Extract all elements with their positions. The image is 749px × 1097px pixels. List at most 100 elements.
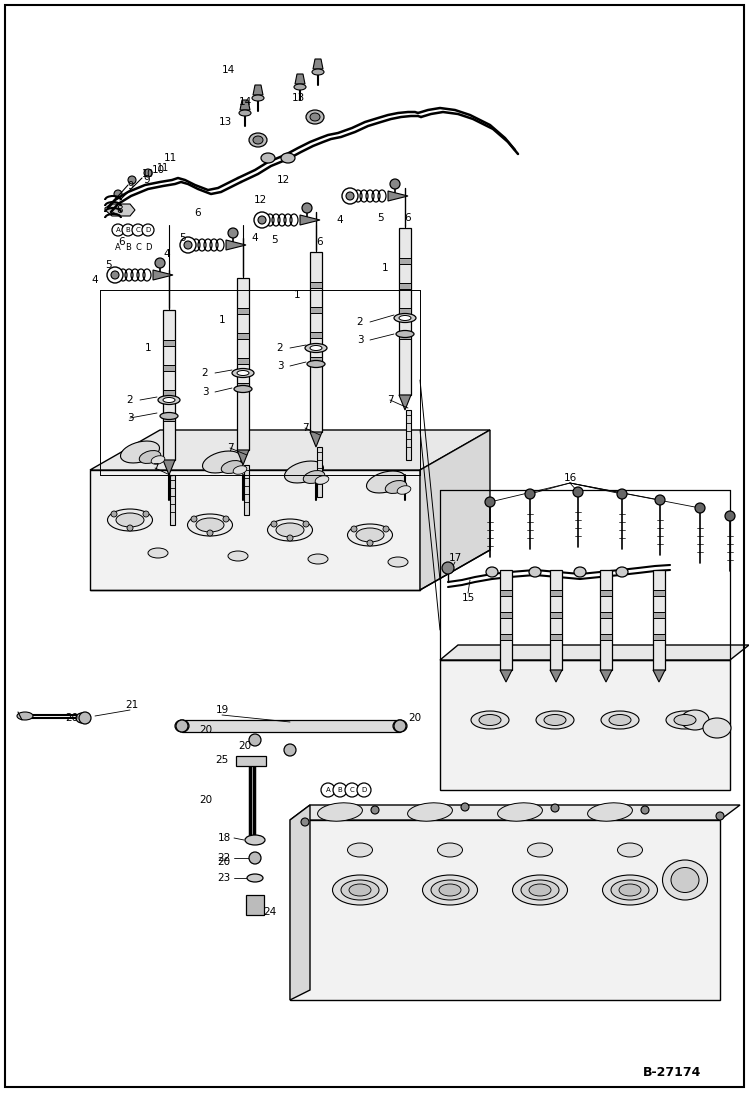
- Text: 5: 5: [377, 213, 383, 223]
- Text: B: B: [125, 244, 131, 252]
- Text: 6: 6: [404, 213, 411, 223]
- Polygon shape: [226, 240, 246, 250]
- Polygon shape: [90, 430, 490, 470]
- Ellipse shape: [385, 480, 407, 494]
- Ellipse shape: [407, 803, 452, 822]
- Text: 4: 4: [164, 249, 170, 259]
- Ellipse shape: [366, 471, 405, 493]
- Ellipse shape: [512, 875, 568, 905]
- Text: 20: 20: [65, 713, 79, 723]
- Bar: [163, 310, 175, 460]
- Ellipse shape: [306, 110, 324, 124]
- Polygon shape: [290, 805, 740, 819]
- Circle shape: [357, 783, 371, 798]
- Ellipse shape: [252, 95, 264, 101]
- Ellipse shape: [108, 509, 153, 531]
- Circle shape: [111, 511, 117, 517]
- Text: 6: 6: [118, 237, 125, 247]
- Polygon shape: [237, 450, 249, 465]
- Circle shape: [271, 521, 277, 527]
- Ellipse shape: [245, 835, 265, 845]
- Text: 5: 5: [105, 260, 112, 270]
- Ellipse shape: [233, 466, 247, 474]
- Text: 23: 23: [217, 873, 231, 883]
- Text: 25: 25: [216, 755, 228, 765]
- Ellipse shape: [479, 714, 501, 725]
- Text: A: A: [115, 227, 121, 233]
- Bar: [317, 446, 322, 497]
- Ellipse shape: [310, 113, 320, 121]
- Bar: [310, 282, 322, 289]
- Circle shape: [249, 734, 261, 746]
- Text: 2: 2: [276, 343, 283, 353]
- Ellipse shape: [399, 316, 411, 320]
- Bar: [237, 308, 249, 314]
- Polygon shape: [153, 270, 173, 280]
- Bar: [600, 612, 612, 618]
- Ellipse shape: [17, 712, 33, 720]
- Polygon shape: [600, 670, 612, 682]
- Ellipse shape: [175, 720, 189, 732]
- Text: B: B: [338, 787, 342, 793]
- Ellipse shape: [305, 343, 327, 352]
- Ellipse shape: [267, 519, 312, 541]
- Circle shape: [79, 712, 91, 724]
- Bar: [399, 283, 411, 289]
- Bar: [653, 570, 665, 670]
- Text: 19: 19: [216, 705, 228, 715]
- Circle shape: [333, 783, 347, 798]
- Polygon shape: [420, 430, 490, 590]
- Ellipse shape: [121, 441, 160, 463]
- Ellipse shape: [281, 152, 295, 163]
- Text: A: A: [115, 244, 121, 252]
- Bar: [653, 590, 665, 596]
- Text: C: C: [350, 787, 354, 793]
- Text: C: C: [135, 244, 141, 252]
- Text: 7: 7: [302, 423, 309, 433]
- Bar: [600, 570, 612, 670]
- Circle shape: [367, 540, 373, 546]
- Text: B-27174: B-27174: [643, 1065, 701, 1078]
- Ellipse shape: [341, 880, 379, 900]
- Ellipse shape: [471, 711, 509, 730]
- Text: 3: 3: [201, 387, 208, 397]
- Circle shape: [132, 224, 144, 236]
- Circle shape: [143, 511, 149, 517]
- Text: 20: 20: [408, 713, 422, 723]
- Text: D: D: [145, 227, 151, 233]
- Polygon shape: [310, 432, 322, 446]
- Ellipse shape: [601, 711, 639, 730]
- Ellipse shape: [348, 524, 392, 546]
- Circle shape: [301, 818, 309, 826]
- Circle shape: [371, 806, 379, 814]
- Text: 17: 17: [449, 553, 461, 563]
- Ellipse shape: [587, 803, 632, 822]
- Text: 8: 8: [117, 205, 124, 215]
- Bar: [399, 228, 411, 395]
- Bar: [500, 634, 512, 640]
- Ellipse shape: [151, 455, 165, 464]
- Ellipse shape: [422, 875, 478, 905]
- Polygon shape: [105, 204, 135, 216]
- Ellipse shape: [221, 461, 243, 474]
- Ellipse shape: [602, 875, 658, 905]
- Polygon shape: [653, 670, 665, 682]
- Ellipse shape: [536, 711, 574, 730]
- Ellipse shape: [276, 523, 304, 538]
- Ellipse shape: [529, 567, 541, 577]
- Circle shape: [485, 497, 495, 507]
- Ellipse shape: [393, 720, 407, 732]
- Text: 11: 11: [157, 163, 169, 173]
- Ellipse shape: [139, 451, 161, 463]
- Circle shape: [107, 267, 123, 283]
- Circle shape: [127, 525, 133, 531]
- Circle shape: [617, 489, 627, 499]
- Text: 2: 2: [357, 317, 363, 327]
- Circle shape: [725, 511, 735, 521]
- Text: 24: 24: [264, 907, 276, 917]
- Text: 14: 14: [222, 65, 234, 75]
- Circle shape: [284, 744, 296, 756]
- Circle shape: [525, 489, 535, 499]
- Bar: [237, 383, 249, 389]
- Ellipse shape: [315, 476, 329, 484]
